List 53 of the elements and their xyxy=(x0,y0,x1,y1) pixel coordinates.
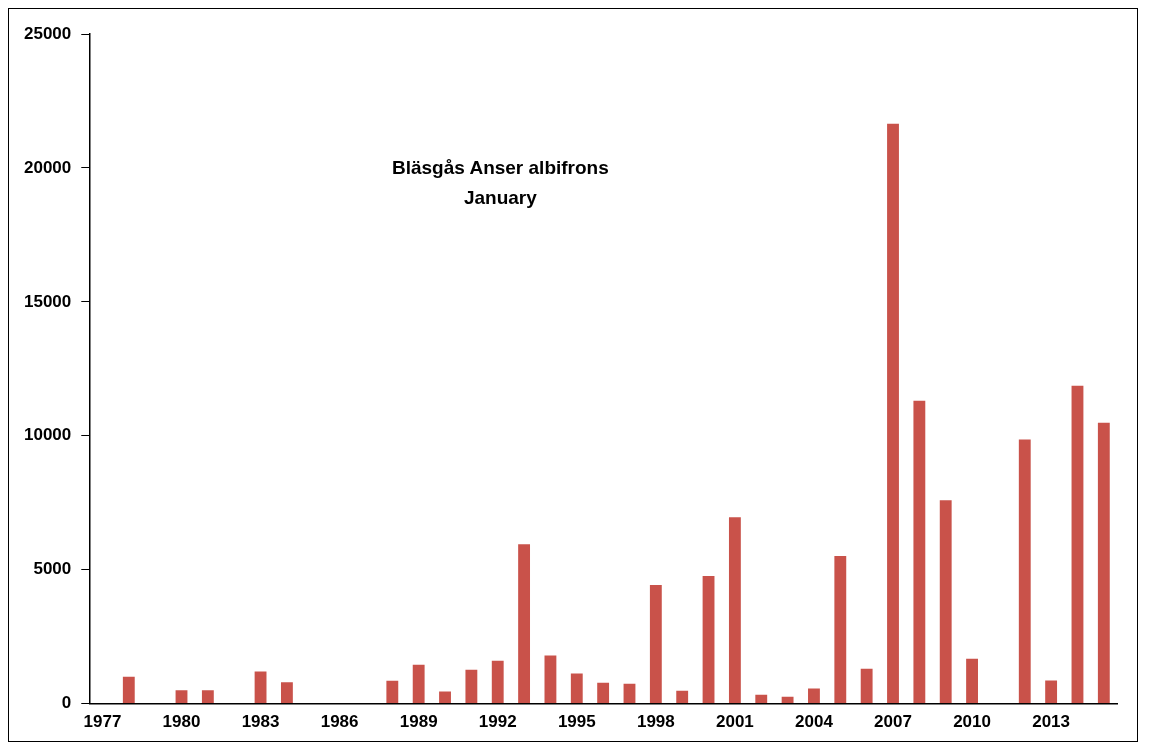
bar xyxy=(834,556,847,704)
x-tick-label: 2007 xyxy=(874,712,912,732)
bar xyxy=(676,690,689,704)
bar xyxy=(702,576,715,704)
bar xyxy=(860,668,873,704)
bar xyxy=(386,680,399,704)
bar xyxy=(465,669,478,704)
bar xyxy=(491,660,504,704)
bar xyxy=(544,655,557,704)
y-tick-label: 25000 xyxy=(23,23,72,43)
x-tick-label: 1992 xyxy=(478,712,517,732)
bar xyxy=(201,690,214,704)
bar xyxy=(254,671,267,704)
bar xyxy=(570,673,583,704)
bar xyxy=(1018,439,1031,704)
bar xyxy=(1071,385,1084,704)
y-tick-label: 20000 xyxy=(23,157,72,177)
x-tick-label: 1986 xyxy=(320,712,359,732)
bar xyxy=(781,696,794,704)
x-tick-label: 1977 xyxy=(83,712,122,732)
bar xyxy=(175,690,188,704)
bar xyxy=(887,123,899,704)
y-tick-label: 0 xyxy=(61,693,72,713)
bar xyxy=(728,517,741,704)
bar xyxy=(649,584,662,704)
x-tick-label: 2004 xyxy=(795,712,834,732)
bar xyxy=(1045,680,1058,704)
x-tick-label: 1989 xyxy=(399,712,438,732)
bar xyxy=(597,682,610,704)
x-tick-label: 1983 xyxy=(241,712,280,732)
bar xyxy=(412,664,425,704)
annotation: January xyxy=(463,187,538,208)
bar xyxy=(939,500,952,704)
x-tick-label: 2001 xyxy=(715,712,754,732)
bar xyxy=(439,691,451,704)
annotation: Bläsgås Anser albifrons xyxy=(391,157,609,178)
x-tick-label: 1998 xyxy=(636,712,675,732)
x-tick-label: 1980 xyxy=(162,712,201,732)
y-tick-label: 15000 xyxy=(23,291,72,311)
y-tick-label: 5000 xyxy=(33,559,72,579)
x-tick-label: 2013 xyxy=(1032,712,1071,732)
bar xyxy=(518,544,531,704)
bar xyxy=(913,400,926,704)
x-tick-label: 1995 xyxy=(557,712,596,732)
bar xyxy=(280,682,293,704)
bar xyxy=(1097,422,1110,704)
bar xyxy=(808,688,820,704)
bar xyxy=(966,658,978,704)
bar xyxy=(755,694,768,704)
bar xyxy=(122,676,135,704)
y-tick-label: 10000 xyxy=(23,425,72,445)
bar xyxy=(623,683,636,704)
x-tick-label: 2010 xyxy=(953,712,991,732)
